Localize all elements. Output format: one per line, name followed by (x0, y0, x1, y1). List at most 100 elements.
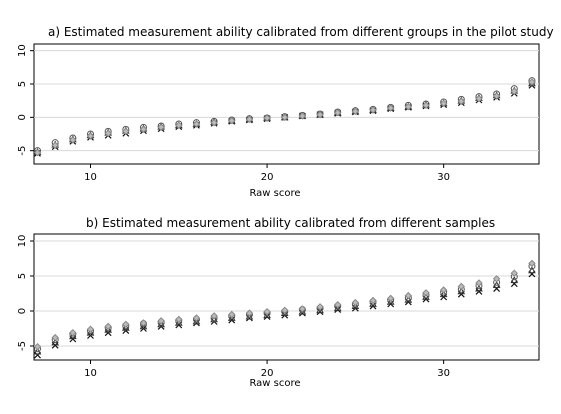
chart-b-x-tick-label: 10 (84, 368, 97, 379)
chart-a-point (510, 87, 518, 96)
chart-b-point (333, 300, 342, 309)
chart-b-title: b) Estimated measurement ability calibra… (86, 216, 495, 230)
chart-a-x-tick-label: 30 (437, 172, 450, 183)
chart-b-marks (33, 259, 536, 359)
chart-b-point (333, 304, 342, 312)
chart-b-point (316, 303, 324, 311)
chart-b-x-axis: 10 20 30 (84, 360, 450, 379)
chart-a-point (369, 106, 377, 114)
chart-b-point (280, 309, 289, 316)
chart-b-point (439, 290, 448, 298)
chart-a-point (69, 136, 77, 144)
chart-a-x-axis: 10 20 30 (84, 164, 450, 183)
chart-a-point (139, 125, 148, 134)
chart-b-point (334, 306, 342, 314)
chart-b-point (404, 291, 413, 300)
chart-b-point (210, 312, 218, 320)
chart-a-y-tick-label: 10 (17, 44, 28, 57)
chart-a-y-axis: -5 0 5 10 (17, 44, 34, 156)
chart-a-point (210, 118, 218, 127)
chart-b-point (298, 307, 307, 315)
chart-b-point (528, 266, 536, 274)
chart-b-point (157, 320, 165, 328)
chart-a-x-label: Raw score (249, 188, 300, 199)
chart-b-point (228, 310, 236, 319)
chart-b-point (510, 269, 518, 277)
chart-b-point (369, 299, 377, 307)
chart-b-point (351, 298, 360, 307)
chart-a-marks (33, 77, 536, 157)
chart-b-point (316, 306, 324, 314)
chart-a-point (316, 110, 324, 119)
chart-a-y-tick-label: -5 (17, 146, 28, 156)
chart-a-point (333, 108, 342, 117)
chart-b-point (192, 317, 201, 325)
chart-b-point (139, 319, 148, 327)
chart-a-point (422, 101, 430, 110)
chart-b-point (68, 332, 77, 340)
chart-b-point (510, 276, 519, 284)
chart-b-point (263, 307, 271, 316)
chart-b-point (281, 306, 289, 315)
chart-b-point (298, 309, 306, 317)
chart-b-point (86, 328, 95, 336)
chart-b-y-tick-label: 5 (17, 273, 28, 279)
chart-b-point (157, 317, 165, 325)
chart-b-y-axis: -5 0 5 10 (17, 235, 34, 351)
chart-b-y-tick-label: 0 (17, 308, 28, 314)
chart-a-point (457, 97, 466, 106)
chart-b-point (193, 319, 200, 327)
chart-b-point (245, 309, 254, 317)
chart-b-point (104, 325, 113, 333)
chart-b-point (263, 311, 271, 319)
chart-a-point (475, 94, 483, 103)
chart-a-point (298, 112, 307, 120)
chart-b-point (210, 315, 218, 323)
chart-b-point (316, 308, 324, 316)
chart-b-point (174, 318, 183, 326)
chart-a-point (122, 127, 130, 136)
chart-a-x-tick-label: 10 (84, 172, 97, 183)
chart-b-point (457, 287, 466, 295)
chart-b-point (175, 315, 183, 324)
chart-b-x-label: Raw score (249, 378, 300, 389)
chart-b-point (104, 322, 112, 331)
chart-b-plot-area (33, 233, 540, 361)
chart-a-point (263, 114, 271, 122)
chart-b-point (422, 289, 430, 297)
chart-b-point (33, 342, 42, 351)
chart-b-point (351, 302, 360, 309)
chart-b-point (192, 314, 201, 322)
chart-b-x-tick-label: 20 (261, 368, 274, 379)
chart-a-point (386, 104, 395, 112)
chart-a-point (192, 120, 201, 128)
chart-a-plot-area (33, 43, 540, 165)
chart-b-point (298, 305, 307, 313)
chart-b-point (422, 292, 430, 300)
chart-a-point (245, 115, 254, 124)
chart-a-point (281, 113, 289, 122)
chart-a-y-tick-label: 0 (17, 114, 28, 120)
chart-a-point (51, 141, 59, 150)
chart-b-point (86, 325, 95, 333)
chart-b-point (386, 294, 395, 303)
chart-b-point (122, 320, 130, 329)
chart-a-point (86, 132, 95, 140)
chart-a-x-tick-label: 20 (261, 172, 274, 183)
chart-a-point (157, 123, 165, 132)
chart-b-point (492, 275, 501, 283)
chart-b-point (263, 313, 271, 321)
chart-b-point (457, 282, 466, 291)
chart-a-point (439, 99, 448, 108)
panel-b: b) Estimated measurement ability calibra… (17, 216, 540, 389)
chart-b-point (227, 313, 236, 321)
chart-a-point (492, 92, 501, 100)
chart-a-point (33, 148, 42, 157)
chart-a-y-tick-label: 5 (17, 81, 28, 87)
chart-a-point (104, 129, 112, 138)
chart-a-point (528, 78, 536, 86)
chart-a-title: a) Estimated measurement ability calibra… (48, 25, 554, 39)
chart-b-point (386, 297, 395, 305)
chart-b-point (121, 323, 130, 331)
